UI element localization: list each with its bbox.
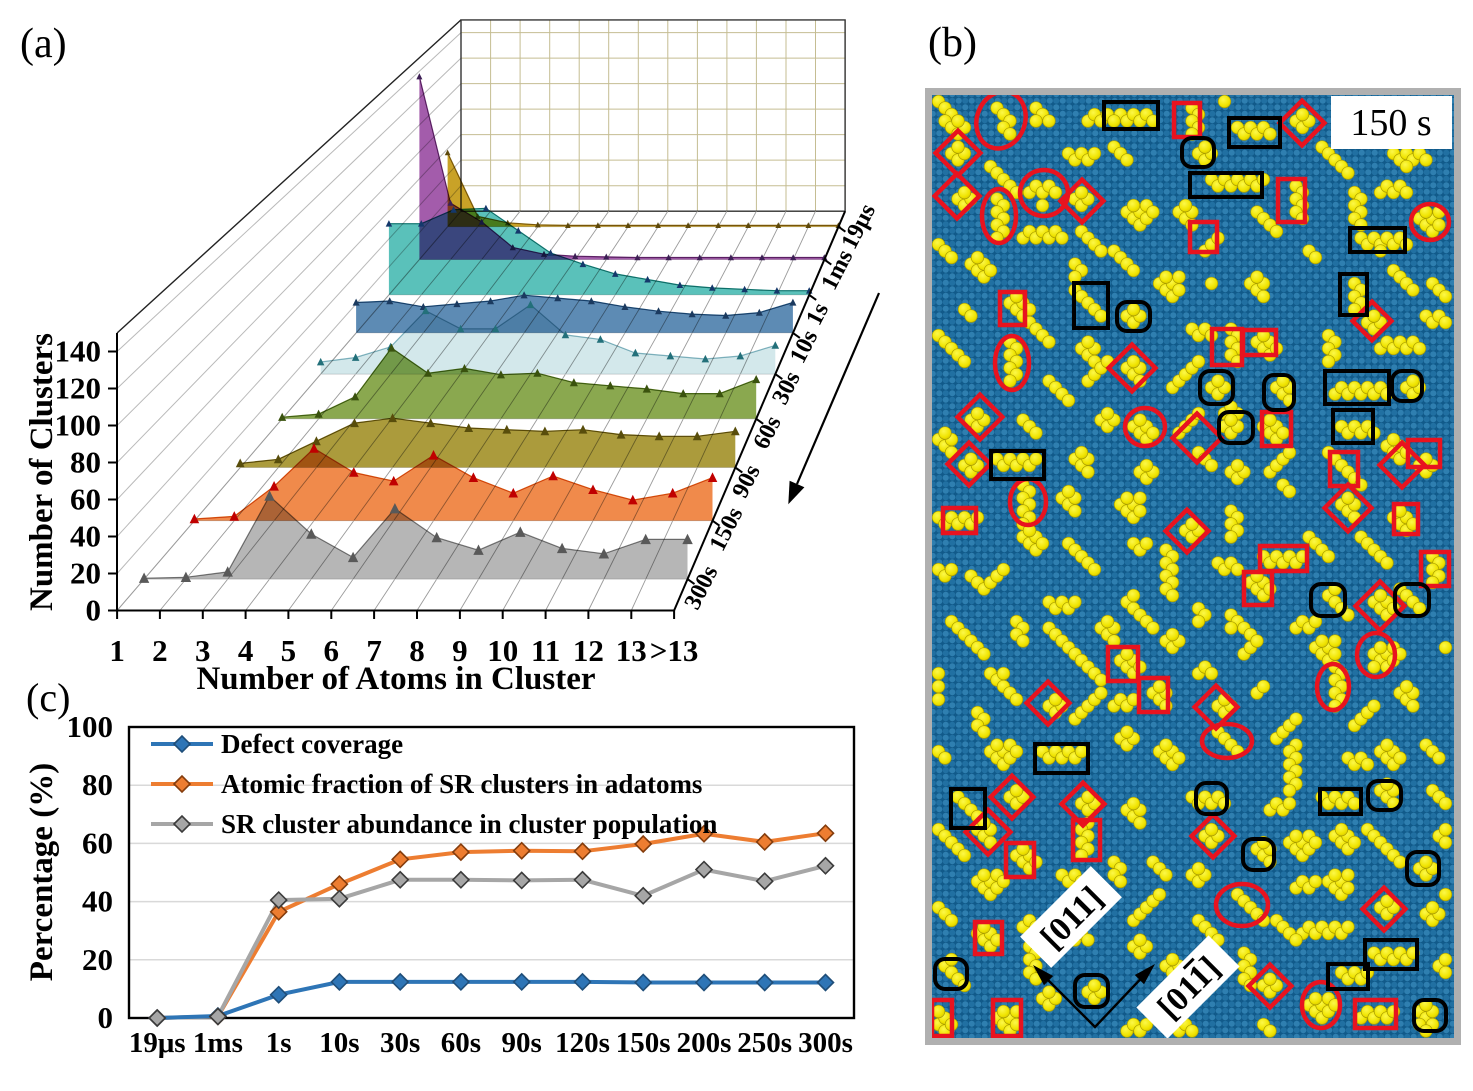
- svg-text:1s: 1s: [266, 1027, 292, 1059]
- svg-text:5: 5: [281, 633, 297, 668]
- svg-text:Defect coverage: Defect coverage: [221, 729, 403, 759]
- svg-text:19μs: 19μs: [837, 200, 881, 254]
- svg-text:Number of Clusters: Number of Clusters: [24, 333, 60, 611]
- svg-text:Atomic fraction of SR clusters: Atomic fraction of SR clusters in adatom…: [221, 769, 702, 799]
- svg-text:1ms: 1ms: [816, 246, 858, 295]
- svg-text:(a): (a): [20, 21, 67, 67]
- svg-text:20: 20: [82, 942, 113, 977]
- svg-text:140: 140: [55, 334, 102, 369]
- svg-text:(c): (c): [26, 675, 70, 720]
- svg-text:12: 12: [573, 633, 604, 668]
- svg-text:11: 11: [531, 633, 560, 668]
- svg-text:3: 3: [195, 633, 211, 668]
- svg-text:8: 8: [409, 633, 425, 668]
- svg-text:150s: 150s: [616, 1027, 671, 1059]
- svg-text:0: 0: [98, 1000, 114, 1035]
- svg-text:60: 60: [70, 482, 101, 517]
- svg-text:Percentage (%): Percentage (%): [24, 763, 60, 981]
- svg-text:120: 120: [55, 371, 102, 406]
- svg-text:90s: 90s: [502, 1027, 542, 1059]
- svg-text:19μs: 19μs: [129, 1027, 186, 1059]
- svg-text:300s: 300s: [798, 1027, 853, 1059]
- svg-text:250s: 250s: [737, 1027, 792, 1059]
- svg-text:80: 80: [82, 767, 113, 802]
- svg-text:100: 100: [55, 408, 102, 443]
- svg-text:10: 10: [487, 633, 518, 668]
- svg-text:9: 9: [452, 633, 468, 668]
- svg-text:Number of Atoms in Cluster: Number of Atoms in Cluster: [196, 661, 595, 697]
- svg-text:1: 1: [109, 633, 125, 668]
- svg-text:(b): (b): [928, 20, 977, 66]
- svg-text:4: 4: [238, 633, 254, 668]
- svg-text:2: 2: [152, 633, 168, 668]
- svg-text:1ms: 1ms: [193, 1027, 243, 1059]
- svg-text:40: 40: [70, 519, 101, 554]
- svg-text:150 s: 150 s: [1350, 102, 1431, 144]
- svg-text:>13: >13: [650, 633, 699, 668]
- svg-text:SR cluster abundance in cluste: SR cluster abundance in cluster populati…: [221, 809, 717, 839]
- svg-text:20: 20: [70, 556, 101, 591]
- svg-text:30s: 30s: [380, 1027, 420, 1059]
- svg-text:200s: 200s: [677, 1027, 732, 1059]
- svg-text:7: 7: [366, 633, 382, 668]
- svg-text:120s: 120s: [555, 1027, 610, 1059]
- svg-text:10s: 10s: [319, 1027, 359, 1059]
- svg-text:13: 13: [616, 633, 647, 668]
- svg-text:40: 40: [82, 884, 113, 919]
- svg-text:0: 0: [86, 593, 102, 628]
- svg-text:80: 80: [70, 445, 101, 480]
- svg-text:60: 60: [82, 825, 113, 860]
- svg-text:60s: 60s: [441, 1027, 481, 1059]
- svg-text:6: 6: [324, 633, 340, 668]
- svg-text:100: 100: [67, 709, 114, 744]
